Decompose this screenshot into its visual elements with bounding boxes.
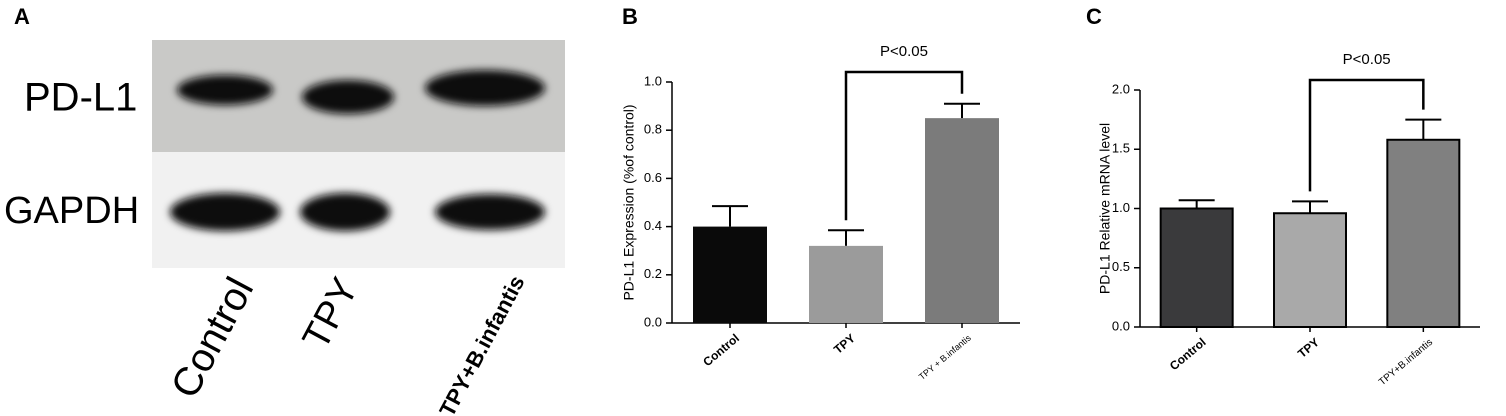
panel-label: B <box>622 4 638 29</box>
y-tick-label: 0.0 <box>644 314 662 329</box>
lane-label: TPY+B.infantis <box>434 271 529 416</box>
lane-label: TPY <box>295 271 367 356</box>
y-tick-label: 0.5 <box>1112 259 1130 274</box>
band <box>177 75 273 105</box>
blot <box>152 40 565 268</box>
bar <box>1386 138 1461 328</box>
y-tick-label: 0.0 <box>1112 318 1130 333</box>
bar <box>809 245 883 323</box>
x-tick-label: TPY <box>831 331 858 357</box>
y-tick-label: 2.0 <box>1112 81 1130 96</box>
y-tick-label: 0.2 <box>644 266 662 281</box>
y-tick-label: 0.8 <box>644 122 662 137</box>
bar <box>693 226 767 323</box>
y-tick-label: 1.0 <box>644 73 662 88</box>
row-label: GAPDH <box>4 190 139 232</box>
lane-label: Control <box>163 271 262 406</box>
panel-label: A <box>14 4 30 29</box>
annotation: P<0.05 <box>880 43 928 60</box>
x-tick-label: Control <box>700 331 742 369</box>
significance-bracket <box>844 70 964 221</box>
y-tick-label: 1.5 <box>1112 141 1130 156</box>
bar <box>1159 207 1234 328</box>
band <box>435 194 545 230</box>
band <box>170 193 280 231</box>
significance-bracket <box>1308 78 1425 192</box>
band <box>300 193 390 231</box>
y-axis-title: PD-L1 Expression (%of control) <box>621 104 637 300</box>
y-tick-label: 1.0 <box>1112 200 1130 215</box>
x-tick-label: Control <box>1167 335 1209 373</box>
x-tick-label: TPY <box>1295 335 1322 361</box>
y-axis-title: PD-L1 Relative mRNA level <box>1097 123 1113 294</box>
panel-label: C <box>1086 4 1102 29</box>
bar <box>925 118 999 324</box>
y-tick-label: 0.6 <box>644 170 662 185</box>
x-tick-label: TPY + B.infantis <box>917 332 973 382</box>
y-tick-label: 0.4 <box>644 218 662 233</box>
bar <box>1273 212 1347 329</box>
x-tick-label: TPY+B.infantis <box>1377 337 1435 388</box>
annotation: P<0.05 <box>1343 51 1391 68</box>
band <box>302 80 394 114</box>
band <box>425 70 545 106</box>
row-label: PD-L1 <box>24 76 137 120</box>
